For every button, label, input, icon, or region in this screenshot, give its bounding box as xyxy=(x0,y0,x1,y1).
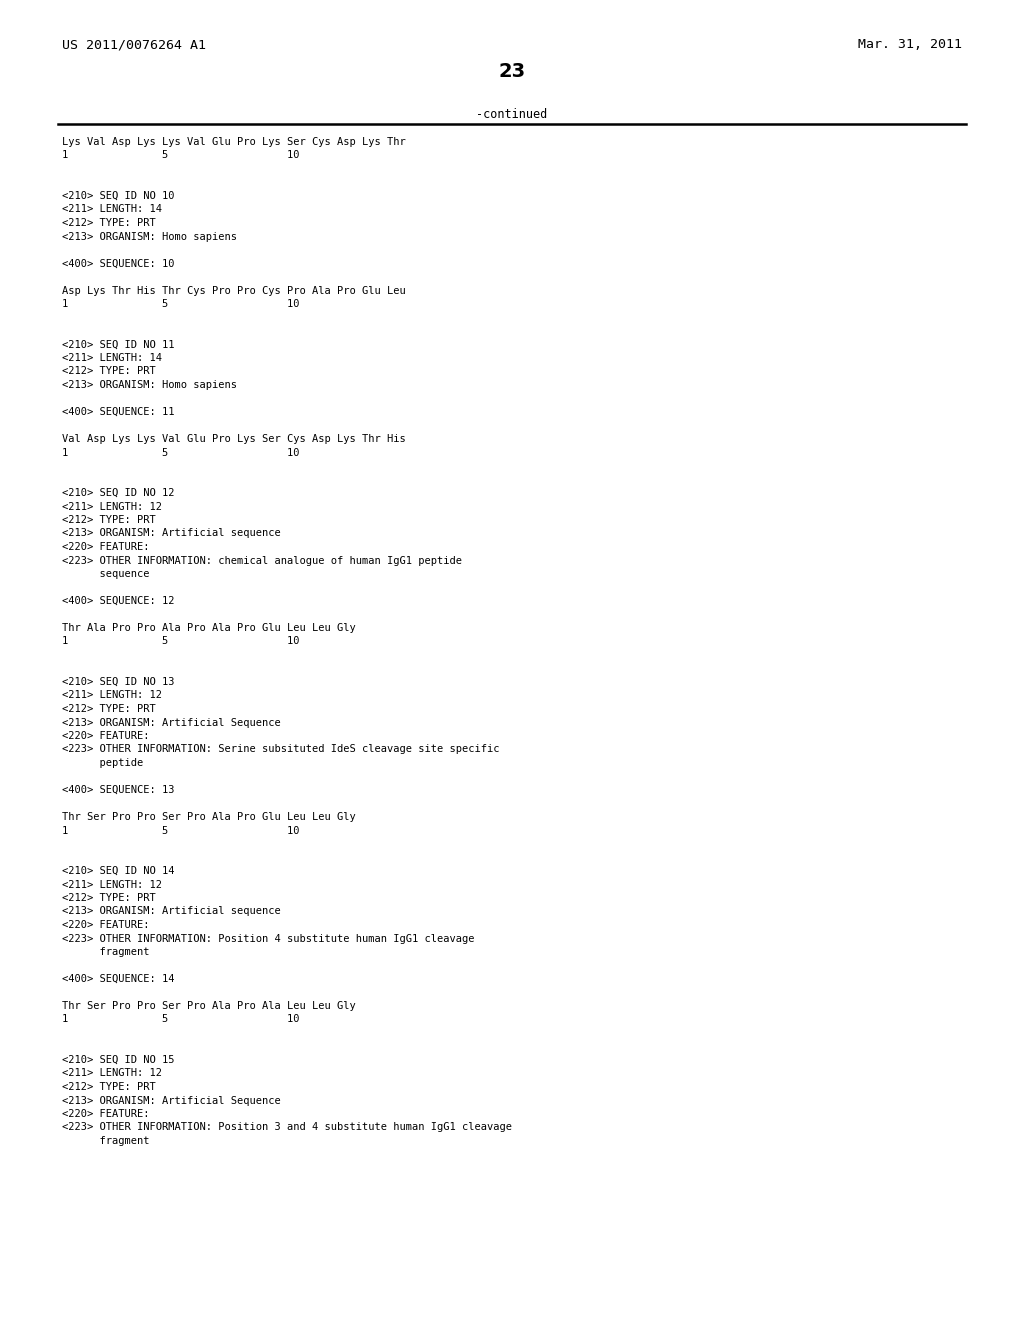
Text: <400> SEQUENCE: 14: <400> SEQUENCE: 14 xyxy=(62,974,174,983)
Text: 1               5                   10: 1 5 10 xyxy=(62,447,299,458)
Text: <212> TYPE: PRT: <212> TYPE: PRT xyxy=(62,218,156,228)
Text: -continued: -continued xyxy=(476,108,548,121)
Text: fragment: fragment xyxy=(62,946,150,957)
Text: <223> OTHER INFORMATION: chemical analogue of human IgG1 peptide: <223> OTHER INFORMATION: chemical analog… xyxy=(62,556,462,565)
Text: <400> SEQUENCE: 11: <400> SEQUENCE: 11 xyxy=(62,407,174,417)
Text: 1               5                   10: 1 5 10 xyxy=(62,636,299,647)
Text: 1               5                   10: 1 5 10 xyxy=(62,825,299,836)
Text: 23: 23 xyxy=(499,62,525,81)
Text: 1               5                   10: 1 5 10 xyxy=(62,1015,299,1024)
Text: <210> SEQ ID NO 12: <210> SEQ ID NO 12 xyxy=(62,488,174,498)
Text: <220> FEATURE:: <220> FEATURE: xyxy=(62,543,150,552)
Text: <212> TYPE: PRT: <212> TYPE: PRT xyxy=(62,1082,156,1092)
Text: <211> LENGTH: 12: <211> LENGTH: 12 xyxy=(62,879,162,890)
Text: <213> ORGANISM: Artificial Sequence: <213> ORGANISM: Artificial Sequence xyxy=(62,1096,281,1106)
Text: Thr Ser Pro Pro Ser Pro Ala Pro Ala Leu Leu Gly: Thr Ser Pro Pro Ser Pro Ala Pro Ala Leu … xyxy=(62,1001,355,1011)
Text: <220> FEATURE:: <220> FEATURE: xyxy=(62,1109,150,1119)
Text: <220> FEATURE:: <220> FEATURE: xyxy=(62,731,150,741)
Text: Lys Val Asp Lys Lys Val Glu Pro Lys Ser Cys Asp Lys Thr: Lys Val Asp Lys Lys Val Glu Pro Lys Ser … xyxy=(62,137,406,147)
Text: <400> SEQUENCE: 10: <400> SEQUENCE: 10 xyxy=(62,259,174,268)
Text: <400> SEQUENCE: 13: <400> SEQUENCE: 13 xyxy=(62,785,174,795)
Text: <223> OTHER INFORMATION: Serine subsituted IdeS cleavage site specific: <223> OTHER INFORMATION: Serine subsitut… xyxy=(62,744,500,755)
Text: <211> LENGTH: 14: <211> LENGTH: 14 xyxy=(62,352,162,363)
Text: Thr Ala Pro Pro Ala Pro Ala Pro Glu Leu Leu Gly: Thr Ala Pro Pro Ala Pro Ala Pro Glu Leu … xyxy=(62,623,355,634)
Text: <212> TYPE: PRT: <212> TYPE: PRT xyxy=(62,515,156,525)
Text: <213> ORGANISM: Artificial sequence: <213> ORGANISM: Artificial sequence xyxy=(62,907,281,916)
Text: <223> OTHER INFORMATION: Position 4 substitute human IgG1 cleavage: <223> OTHER INFORMATION: Position 4 subs… xyxy=(62,933,474,944)
Text: <211> LENGTH: 12: <211> LENGTH: 12 xyxy=(62,690,162,701)
Text: <212> TYPE: PRT: <212> TYPE: PRT xyxy=(62,704,156,714)
Text: <211> LENGTH: 12: <211> LENGTH: 12 xyxy=(62,502,162,511)
Text: US 2011/0076264 A1: US 2011/0076264 A1 xyxy=(62,38,206,51)
Text: 1               5                   10: 1 5 10 xyxy=(62,300,299,309)
Text: <210> SEQ ID NO 13: <210> SEQ ID NO 13 xyxy=(62,677,174,686)
Text: peptide: peptide xyxy=(62,758,143,768)
Text: <400> SEQUENCE: 12: <400> SEQUENCE: 12 xyxy=(62,597,174,606)
Text: <210> SEQ ID NO 10: <210> SEQ ID NO 10 xyxy=(62,191,174,201)
Text: <212> TYPE: PRT: <212> TYPE: PRT xyxy=(62,894,156,903)
Text: <211> LENGTH: 12: <211> LENGTH: 12 xyxy=(62,1068,162,1078)
Text: Asp Lys Thr His Thr Cys Pro Pro Cys Pro Ala Pro Glu Leu: Asp Lys Thr His Thr Cys Pro Pro Cys Pro … xyxy=(62,285,406,296)
Text: Val Asp Lys Lys Val Glu Pro Lys Ser Cys Asp Lys Thr His: Val Asp Lys Lys Val Glu Pro Lys Ser Cys … xyxy=(62,434,406,444)
Text: <220> FEATURE:: <220> FEATURE: xyxy=(62,920,150,931)
Text: <223> OTHER INFORMATION: Position 3 and 4 substitute human IgG1 cleavage: <223> OTHER INFORMATION: Position 3 and … xyxy=(62,1122,512,1133)
Text: Mar. 31, 2011: Mar. 31, 2011 xyxy=(858,38,962,51)
Text: <210> SEQ ID NO 14: <210> SEQ ID NO 14 xyxy=(62,866,174,876)
Text: <211> LENGTH: 14: <211> LENGTH: 14 xyxy=(62,205,162,214)
Text: <212> TYPE: PRT: <212> TYPE: PRT xyxy=(62,367,156,376)
Text: sequence: sequence xyxy=(62,569,150,579)
Text: <213> ORGANISM: Artificial Sequence: <213> ORGANISM: Artificial Sequence xyxy=(62,718,281,727)
Text: <213> ORGANISM: Artificial sequence: <213> ORGANISM: Artificial sequence xyxy=(62,528,281,539)
Text: 1               5                   10: 1 5 10 xyxy=(62,150,299,161)
Text: <210> SEQ ID NO 11: <210> SEQ ID NO 11 xyxy=(62,339,174,350)
Text: <210> SEQ ID NO 15: <210> SEQ ID NO 15 xyxy=(62,1055,174,1065)
Text: <213> ORGANISM: Homo sapiens: <213> ORGANISM: Homo sapiens xyxy=(62,231,237,242)
Text: Thr Ser Pro Pro Ser Pro Ala Pro Glu Leu Leu Gly: Thr Ser Pro Pro Ser Pro Ala Pro Glu Leu … xyxy=(62,812,355,822)
Text: fragment: fragment xyxy=(62,1137,150,1146)
Text: <213> ORGANISM: Homo sapiens: <213> ORGANISM: Homo sapiens xyxy=(62,380,237,389)
